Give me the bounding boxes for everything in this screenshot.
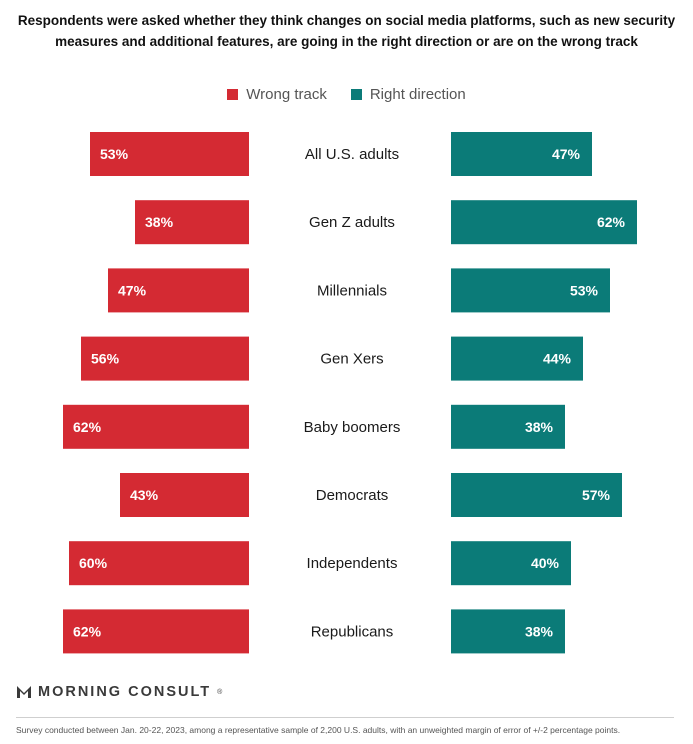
legend-swatch-wrong-track [227,89,239,100]
legend-swatch-right-direction [350,89,362,100]
category-label-millennials: Millennials [317,282,387,299]
category-label-gen-xers: Gen Xers [320,351,383,368]
category-label-independents: Independents [307,555,398,572]
label-right-direction-democrats: 57% [582,487,611,503]
bar-wrong-track-all-u-s-adults [90,132,249,176]
category-label-gen-z-adults: Gen Z adults [309,214,395,231]
footer-divider [16,717,674,718]
category-label-republicans: Republicans [311,623,394,640]
label-wrong-track-independents: 60% [79,555,108,571]
category-label-all-u-s-adults: All U.S. adults [305,146,399,163]
brand-mark: ® [217,688,223,696]
bar-wrong-track-millennials [108,268,249,313]
label-wrong-track-all-u-s-adults: 53% [100,146,129,162]
bar-right-direction-democrats [451,473,622,517]
diverging-bar-chart: 53% All U.S. adults 47% 38% Gen Z adults 62% 4… [63,132,637,654]
legend-label-wrong-track: Wrong track [246,86,327,103]
label-right-direction-baby-boomers: 38% [525,419,554,435]
label-right-direction-all-u-s-adults: 47% [552,146,581,162]
bar-wrong-track-democrats [120,473,249,517]
label-wrong-track-republicans: 62% [73,623,102,639]
label-right-direction-republicans: 38% [525,623,554,639]
category-label-democrats: Democrats [316,487,389,504]
bar-right-direction-all-u-s-adults [451,132,592,176]
bar-right-direction-gen-xers [451,336,583,381]
bar-right-direction-independents [451,541,571,586]
brand-name: MORNING CONSULT [38,684,212,700]
chart-title: Respondents were asked whether they thin… [17,13,676,49]
bar-wrong-track-baby-boomers [63,404,249,449]
legend-label-right-direction: Right direction [369,86,466,103]
label-right-direction-millennials: 53% [570,282,599,298]
label-wrong-track-baby-boomers: 62% [73,419,102,435]
bar-wrong-track-gen-z-adults [135,200,249,245]
label-wrong-track-gen-z-adults: 38% [145,214,174,230]
bar-right-direction-baby-boomers [451,404,565,449]
label-right-direction-gen-z-adults: 62% [597,214,626,230]
label-wrong-track-millennials: 47% [118,282,147,298]
label-right-direction-gen-xers: 44% [543,351,572,367]
bar-right-direction-millennials [451,268,610,313]
bar-wrong-track-republicans [63,609,249,654]
footnote: Survey conducted between Jan. 20-22, 202… [16,725,621,735]
morning-consult-logo-icon [17,686,31,698]
legend: Wrong track Right direction [0,86,693,103]
legend-item-right-direction: Right direction [350,86,466,103]
label-wrong-track-gen-xers: 56% [91,351,120,367]
bar-wrong-track-gen-xers [81,336,249,381]
label-right-direction-independents: 40% [531,555,560,571]
category-label-baby-boomers: Baby boomers [304,419,401,436]
bar-right-direction-republicans [451,609,565,654]
brand-logo: MORNING CONSULT ® [16,684,222,700]
bar-wrong-track-independents [69,541,249,586]
legend-item-wrong-track: Wrong track [227,86,327,103]
bar-right-direction-gen-z-adults [451,200,637,245]
label-wrong-track-democrats: 43% [130,487,159,503]
